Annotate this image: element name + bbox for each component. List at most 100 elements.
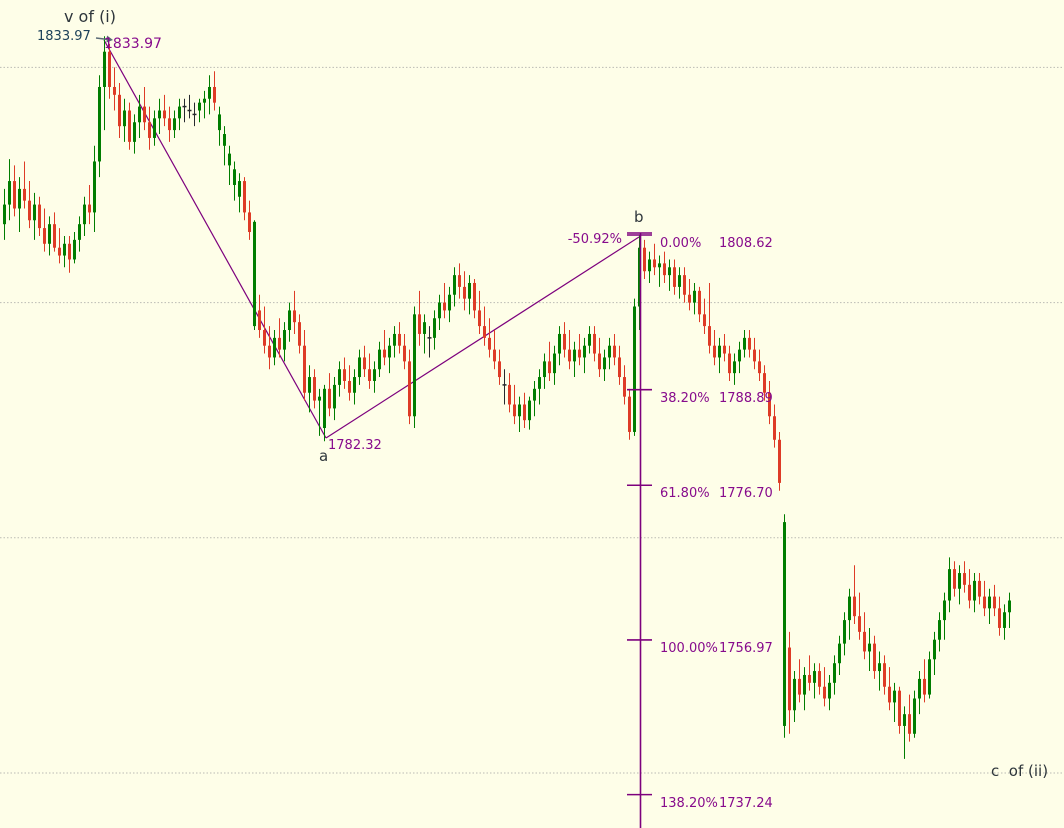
candle-doji [427,337,432,339]
candle-body [148,122,151,138]
candle-body [318,396,321,401]
candle-body [173,118,176,131]
candle-body [893,690,896,703]
candle-body [908,714,911,734]
candle-body [803,674,806,695]
candle-body [78,224,81,240]
candle-body [638,247,641,307]
candle-body [213,86,216,103]
candle-body [518,404,521,417]
candle-body [843,620,846,644]
candle-body [18,188,21,209]
candle-body [253,221,256,327]
candle-body [783,522,786,726]
candle-body [433,318,436,338]
candle-body [868,643,871,652]
candle-body [748,337,751,350]
candle-body [203,98,206,103]
candle-body [333,384,336,409]
candle-doji [502,384,507,386]
candle-body [793,678,796,711]
candle-body [538,377,541,389]
candle-body [738,349,741,362]
candle-body [898,690,901,726]
candle-body [413,314,416,417]
wave-label-v-of-i: v of (i) [64,7,116,26]
candle-body [478,310,481,327]
candle-body [273,337,276,358]
candle-body [873,643,876,672]
candle-body [323,388,326,429]
candle-body [918,678,921,699]
candle-body [1003,612,1006,628]
candle-body [53,224,56,248]
candle-body [578,349,581,358]
fib-level-price: 1788.89 [719,390,773,406]
candle-body [178,106,181,119]
candle-body [93,161,96,213]
candle-body [513,404,516,417]
candle-body [288,310,291,331]
candle-body [448,294,451,311]
candle-body [673,267,676,287]
candle-body [13,181,16,209]
candle-body [778,439,781,483]
price-arrow-icon [95,35,113,43]
candle-body [858,616,861,632]
candle-body [563,333,566,350]
candle-body [208,86,211,99]
fib-extension-label: -50.92% [567,232,622,247]
candle-body [423,322,426,334]
candle-body [233,169,236,185]
candle-body [948,569,951,601]
fib-level-price: 1808.62 [719,236,773,251]
candle-body [73,239,76,260]
candle-body [963,573,966,585]
candle-body [88,204,91,213]
candle-body [708,326,711,346]
candle-body [633,306,636,432]
candle-body [588,333,591,346]
candle-body [958,573,961,589]
candle-body [603,357,606,370]
fib-level-price: 1776.70 [719,486,773,502]
fib-level-pct: 38.20% [660,390,710,406]
candle-doji [182,105,187,108]
candle-body [63,243,66,256]
candle-body [223,134,226,146]
candle-body [23,188,26,201]
candle-body [523,404,526,421]
candle-body [553,353,556,374]
candle-body [938,620,941,640]
candle-body [278,337,281,350]
candle-body [163,110,166,119]
fib-level-pct: 0.00% [660,236,702,251]
candle-body [258,310,261,331]
candle-body [3,204,6,225]
candle-body [98,86,101,162]
candle-body [348,380,351,393]
candle-body [583,345,586,358]
candle-body [888,686,891,703]
candle-body [338,369,341,385]
candle-body [353,377,356,393]
candle-body [718,345,721,358]
candle-body [933,639,936,660]
candle-body [683,275,686,295]
candle-body [153,118,156,138]
candle-body [313,377,316,401]
candle-body [468,282,471,299]
candle-body [773,416,776,440]
fib-level-pct: 100.00% [660,640,718,656]
candle-body [378,349,381,370]
candle-body [488,337,491,350]
candle-body [443,302,446,311]
candle-body [453,275,456,295]
candle-body [33,204,36,221]
candle-body [813,671,816,683]
candle-body [593,333,596,354]
candle-body [658,263,661,268]
candle-body [848,596,851,621]
